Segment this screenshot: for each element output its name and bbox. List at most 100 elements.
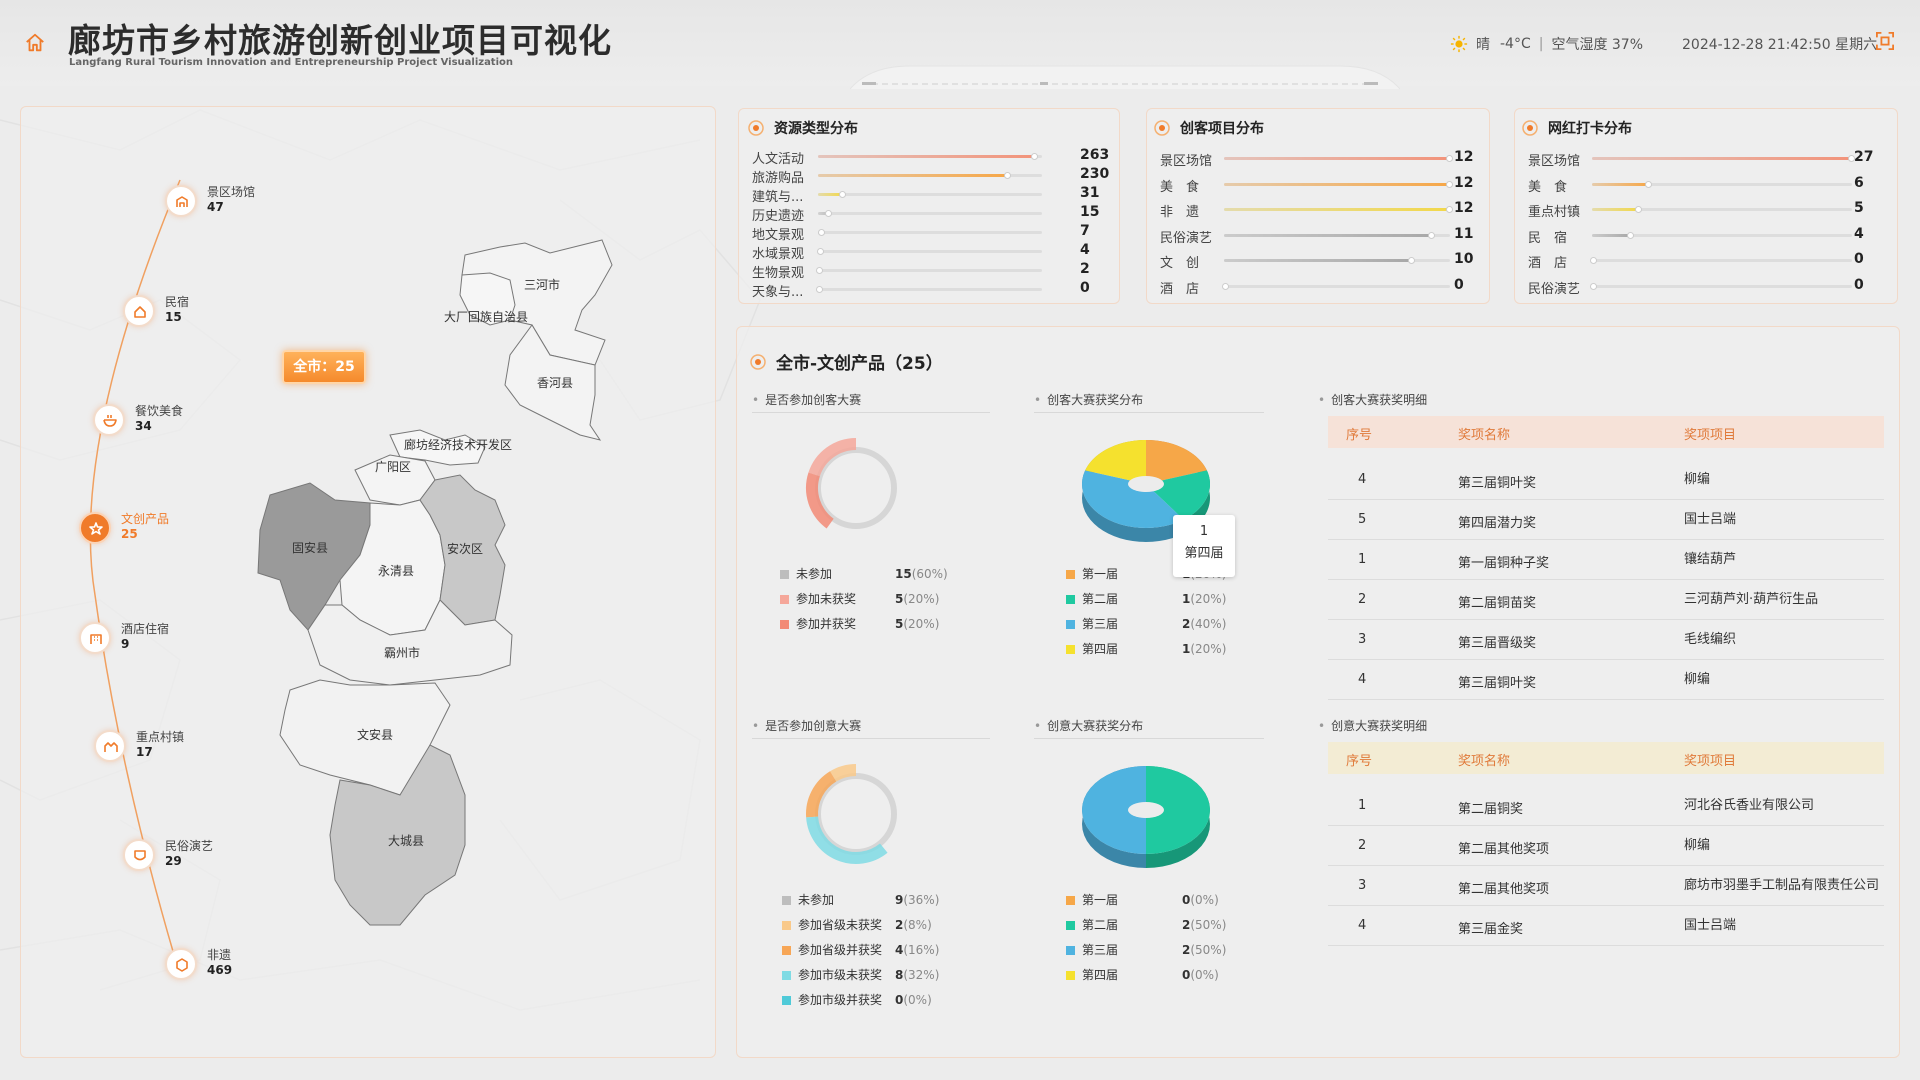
timeline-node-8[interactable] [165, 948, 197, 980]
legend-item[interactable]: 参加市级并获奖 0(0%) [782, 992, 955, 1008]
table-row[interactable]: 2 第二届铜苗奖 三河葫芦刘·葫芦衍生品 [1328, 580, 1884, 620]
timeline-node-4[interactable] [79, 512, 111, 544]
timeline-node-1[interactable] [165, 185, 197, 217]
legend-name: 参加并获奖 [796, 617, 857, 631]
district-xianghe[interactable] [504, 324, 602, 441]
legend-value: 5(20%) [895, 591, 939, 607]
bar-track [1592, 155, 1855, 162]
timeline-label[interactable]: 文创产品 25 [121, 512, 169, 542]
bar-dot [1004, 172, 1011, 179]
district-dachang[interactable] [459, 272, 516, 326]
timeline-node-2[interactable] [123, 295, 155, 327]
legend-name: 未参加 [798, 893, 835, 907]
table-cell: 三河葫芦刘·葫芦衍生品 [1684, 592, 1819, 607]
resource-type-title: 资源类型分布 [748, 118, 858, 138]
donut-slice[interactable] [806, 472, 834, 529]
heritage-icon [176, 958, 188, 972]
timeline-label[interactable]: 餐饮美食 34 [135, 404, 183, 434]
legend-item[interactable]: 参加省级未获奖 2(8%) [782, 917, 955, 933]
maker-project-title: 创客项目分布 [1154, 118, 1264, 138]
donut-slice[interactable] [806, 771, 837, 818]
table-row[interactable]: 4 第三届铜叶奖 柳编 [1328, 660, 1884, 700]
table-row[interactable]: 1 第一届铜种子奖 镶结葫芦 [1328, 540, 1884, 580]
donut-slice[interactable] [830, 764, 857, 782]
table-row[interactable]: 4 第三届金奖 国士吕端 [1328, 906, 1884, 946]
table-row[interactable]: 3 第三届晋级奖 毛线编织 [1328, 620, 1884, 660]
district-bazhou[interactable] [307, 599, 513, 686]
pie-slice[interactable] [1082, 766, 1146, 854]
table-cell: 第二届铜奖 [1458, 802, 1524, 817]
table-row[interactable]: 2 第二届其他奖项 柳编 [1328, 826, 1884, 866]
legend-item[interactable]: 第二届 2(50%) [1066, 917, 1242, 933]
timeline-label[interactable]: 酒店住宿 9 [121, 622, 169, 652]
table-row[interactable]: 3 第二届其他奖项 廊坊市羽墨手工制品有限责任公司 [1328, 866, 1884, 906]
bar-label: 地文景观 [752, 228, 805, 243]
timeline-label[interactable]: 重点村镇 17 [136, 730, 184, 760]
bar-dot [1645, 180, 1652, 188]
district-anci[interactable] [419, 474, 506, 626]
legend-item[interactable]: 参加并获奖 5(20%) [780, 616, 955, 632]
legend-percent: (20%) [1190, 592, 1227, 606]
timeline-node-6[interactable] [94, 730, 126, 762]
home-icon[interactable] [24, 32, 46, 54]
legend-item[interactable]: 参加省级并获奖 4(16%) [782, 942, 955, 958]
legend-item[interactable]: 第二届 1(20%) [1066, 591, 1242, 607]
timeline-label-text: 非遗 [207, 948, 232, 962]
fullscreen-icon[interactable] [1876, 32, 1894, 50]
table-header-cell: 奖项名称 [1458, 754, 1511, 769]
timeline-label[interactable]: 民宿 15 [165, 295, 189, 325]
legend-item[interactable]: 第四届 1(20%) [1066, 641, 1242, 657]
district-guan[interactable] [257, 482, 371, 631]
legend-item[interactable]: 第四届 0(0%) [1066, 967, 1242, 983]
bar-label: 非 遗 [1160, 205, 1200, 220]
bar-row: 水域景观 4 [752, 242, 1120, 262]
legend-value: 0(0%) [895, 992, 932, 1008]
legend-item[interactable]: 第一届 0(0%) [1066, 892, 1242, 908]
table-cell: 柳编 [1684, 838, 1711, 853]
maker-award-title: 创客大赛获奖分布 [1034, 391, 1264, 413]
legend-item[interactable]: 未参加 9(36%) [782, 892, 955, 908]
timeline-count: 47 [207, 200, 224, 214]
legend-percent: (50%) [1190, 943, 1227, 957]
bar-row: 美 食 12 [1160, 175, 1494, 195]
table-cell: 3 [1358, 632, 1367, 647]
bar-value: 10 [1454, 251, 1474, 267]
donut-slice[interactable] [808, 438, 857, 477]
bar-value: 31 [1080, 185, 1100, 201]
table-cell: 国士吕端 [1684, 512, 1737, 527]
legend-count: 2 [1182, 943, 1191, 957]
legend-value: 0(0%) [1182, 892, 1219, 908]
bar-dot [816, 267, 823, 274]
pie-slice[interactable] [1085, 440, 1146, 484]
donut-slice[interactable] [806, 816, 888, 864]
district-dacheng[interactable] [329, 744, 466, 926]
table-cell: 4 [1358, 472, 1367, 487]
pie-slice[interactable] [1146, 440, 1207, 484]
legend-item[interactable]: 未参加 15(60%) [780, 566, 955, 582]
bar-dot [839, 191, 846, 198]
timeline-label[interactable]: 民俗演艺 29 [165, 839, 213, 869]
legend-swatch [780, 570, 789, 579]
timeline-node-5[interactable] [79, 622, 111, 654]
legend-name: 参加市级未获奖 [798, 968, 883, 982]
bar-fill [1224, 233, 1432, 237]
page-subtitle: Langfang Rural Tourism Innovation and En… [69, 57, 514, 68]
legend-item[interactable]: 参加未获奖 5(20%) [780, 591, 955, 607]
legend-item[interactable]: 第三届 2(50%) [1066, 942, 1242, 958]
legend-item[interactable]: 第三届 2(40%) [1066, 616, 1242, 632]
legend-name: 第二届 [1082, 592, 1119, 606]
table-row[interactable]: 4 第三届铜叶奖 柳编 [1328, 460, 1884, 500]
timeline-label-text: 餐饮美食 [135, 404, 184, 418]
bar-track [1592, 180, 1852, 188]
pie-slice[interactable] [1146, 766, 1210, 854]
bar-label: 文 创 [1160, 256, 1200, 271]
table-row[interactable]: 5 第四届潜力奖 国士吕端 [1328, 500, 1884, 540]
table-row[interactable]: 1 第二届铜奖 河北谷氏香业有限公司 [1328, 786, 1884, 826]
timeline-node-3[interactable] [93, 404, 125, 436]
timeline-label[interactable]: 非遗 469 [207, 948, 232, 978]
legend-item[interactable]: 参加市级未获奖 8(32%) [782, 967, 955, 983]
timeline-node-7[interactable] [123, 839, 155, 871]
timeline-label[interactable]: 景区场馆 47 [207, 185, 255, 215]
pie-slice[interactable] [1082, 470, 1184, 528]
